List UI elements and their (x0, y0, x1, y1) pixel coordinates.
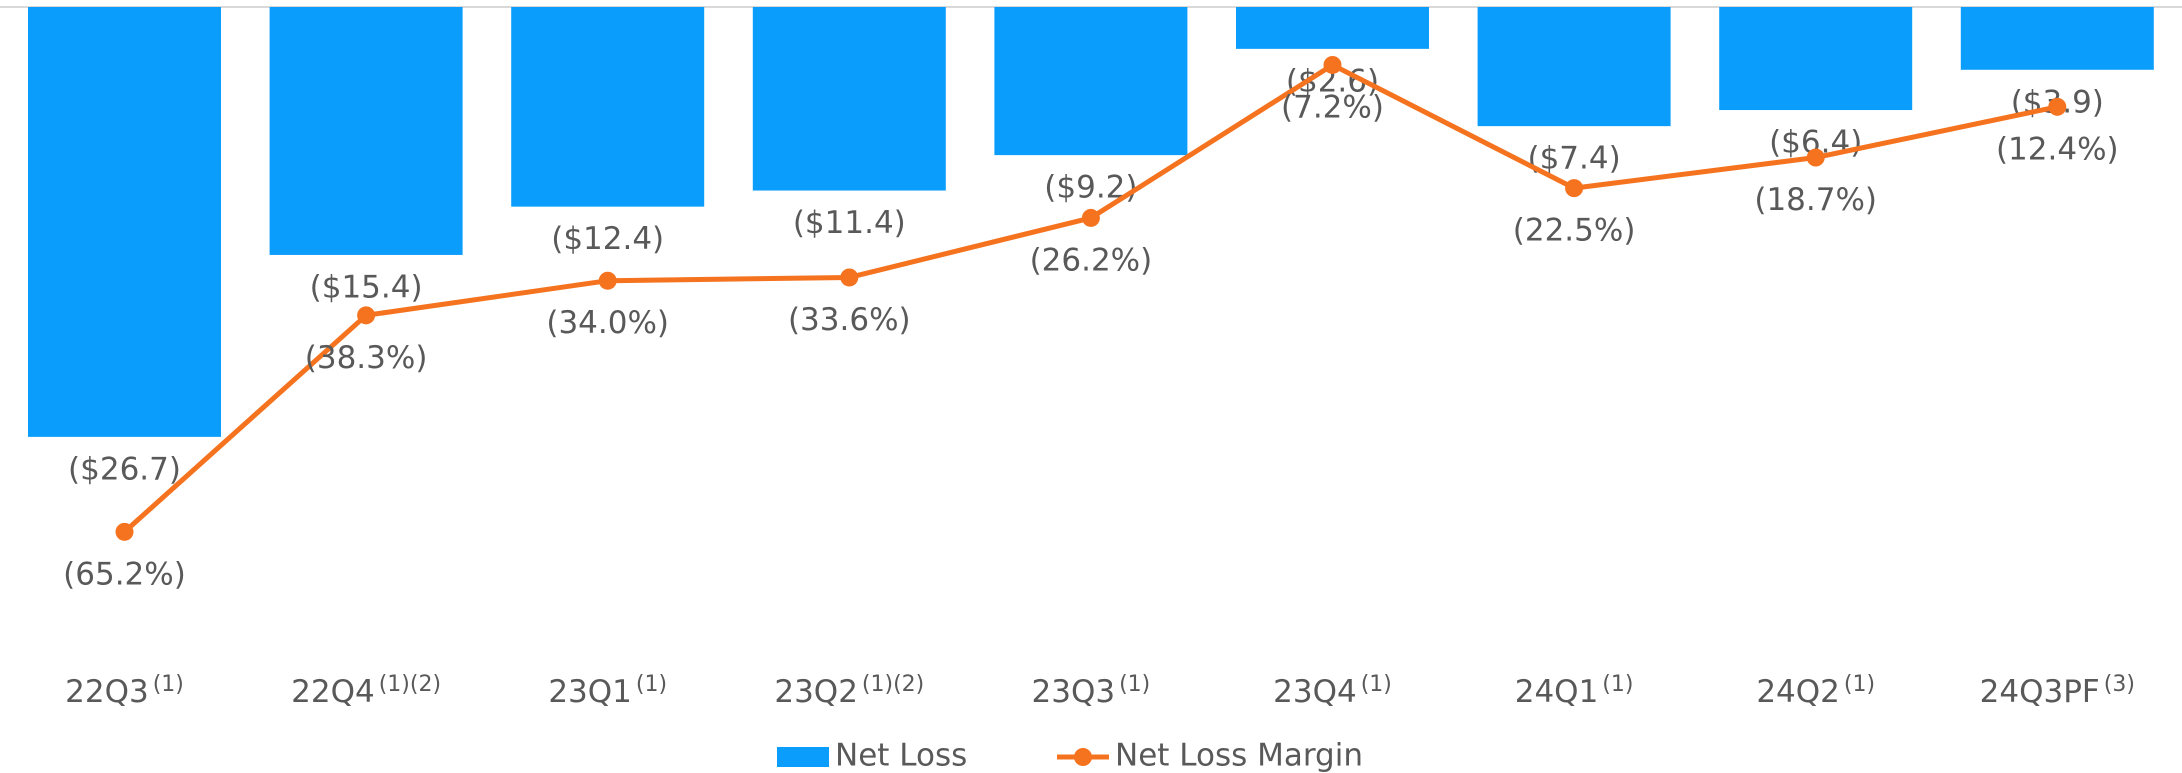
footnote: (1) (636, 672, 667, 697)
bar (1960, 7, 2154, 70)
bar (994, 7, 1188, 156)
category-name: 23Q4 (1273, 674, 1357, 710)
line-point (1565, 179, 1584, 198)
legend-label: Net Loss Margin (1115, 738, 1363, 773)
line-value-label: (18.7%) (1754, 182, 1877, 218)
footnote: (1) (1844, 672, 1875, 697)
footnote: (1)(2) (862, 672, 924, 697)
line-point (115, 522, 134, 541)
legend-swatch-marker (1074, 748, 1092, 766)
category-name: 23Q3 (1032, 674, 1116, 710)
x-tick-label: 24Q2 (1) (1756, 672, 1875, 710)
bar-value-label: ($12.4) (551, 221, 664, 257)
footnote: (1) (153, 672, 184, 697)
bar (511, 7, 705, 207)
bar-value-label: ($15.4) (310, 269, 423, 305)
bar (752, 7, 946, 191)
footnote: (1) (1361, 672, 1392, 697)
footnote: (3) (2104, 672, 2135, 697)
category-name: 22Q4 (291, 674, 375, 710)
line-value-label: (33.6%) (788, 302, 911, 338)
x-tick-label: 22Q3 (1) (65, 672, 184, 710)
line-value-label: (22.5%) (1513, 213, 1636, 249)
bar (269, 7, 463, 255)
category-name: 24Q1 (1515, 674, 1599, 710)
footnote: (1) (1119, 672, 1150, 697)
footnote: (1) (1602, 672, 1633, 697)
x-tick-label: 24Q3PF (3) (1980, 672, 2135, 710)
x-tick-label: 22Q4 (1)(2) (291, 672, 441, 710)
footnote: (1)(2) (379, 672, 441, 697)
line-point (2048, 97, 2067, 116)
bar (1719, 7, 1913, 111)
line-point (1323, 55, 1342, 74)
bar (1477, 7, 1671, 127)
line-value-label: (65.2%) (63, 556, 186, 592)
category-name: 22Q3 (65, 674, 149, 710)
line-value-label: (12.4%) (1996, 131, 2119, 167)
legend-label: Net Loss (835, 738, 967, 773)
x-tick-label: 23Q4 (1) (1273, 672, 1392, 710)
category-name: 24Q3PF (1980, 674, 2100, 710)
line-point (840, 268, 859, 287)
line-value-label: (7.2%) (1281, 89, 1384, 125)
x-tick-label: 23Q3 (1) (1032, 672, 1151, 710)
x-tick-label: 24Q1 (1) (1515, 672, 1634, 710)
x-tick-label: 23Q1 (1) (548, 672, 667, 710)
bar-value-label: ($9.2) (1044, 170, 1137, 206)
line-point (598, 271, 617, 290)
line-point (357, 306, 376, 325)
bar (1236, 7, 1429, 49)
line-value-label: (38.3%) (305, 340, 428, 376)
x-tick-label: 23Q2 (1)(2) (774, 672, 924, 710)
category-name: 23Q1 (548, 674, 632, 710)
line-value-label: (26.2%) (1030, 242, 1153, 278)
line-point (1081, 208, 1100, 227)
category-name: 24Q2 (1756, 674, 1840, 710)
line-point (1806, 148, 1825, 167)
bar (28, 7, 221, 437)
line-value-label: (34.0%) (546, 305, 669, 341)
bar-value-label: ($11.4) (793, 205, 906, 241)
legend-swatch (777, 747, 829, 767)
bar-value-label: ($26.7) (68, 451, 181, 487)
category-name: 23Q2 (774, 674, 858, 710)
